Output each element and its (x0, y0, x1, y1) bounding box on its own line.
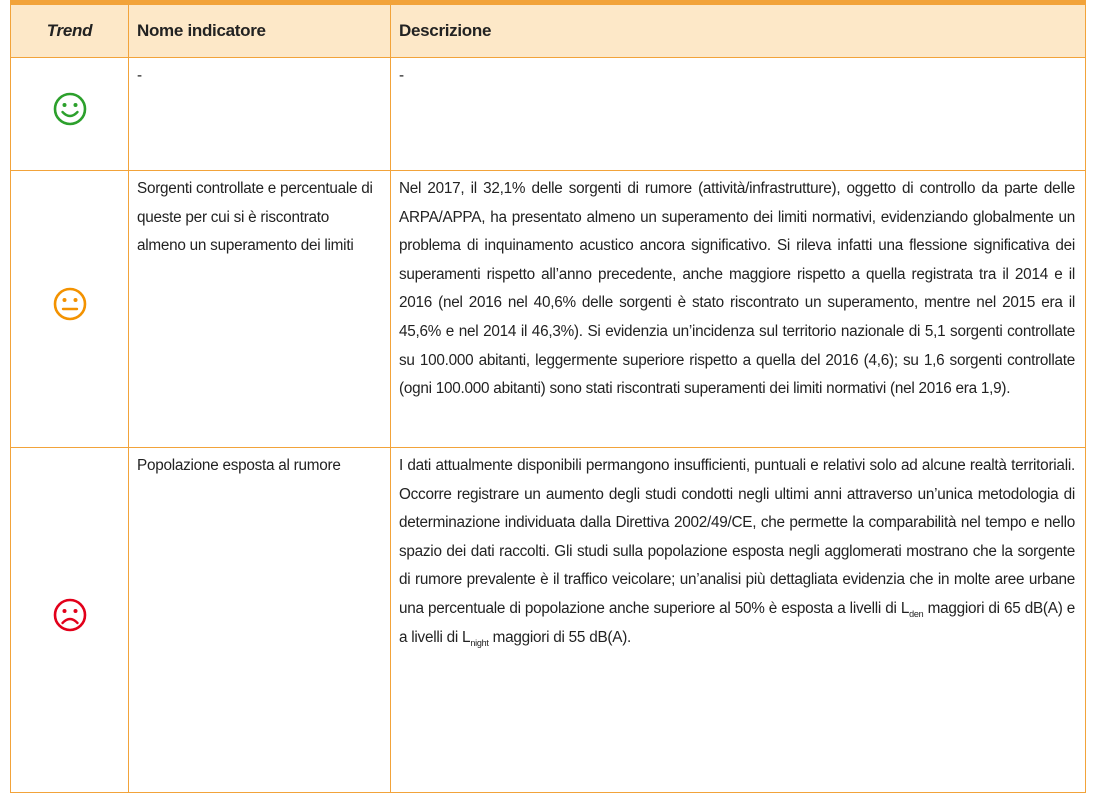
smiley-sad (53, 598, 86, 632)
smiley-happy (53, 92, 86, 126)
name-cell: Sorgenti controllate e percentuale di qu… (128, 170, 391, 448)
header-cell: Nome indicatore (128, 0, 391, 58)
name-cell: Popolazione esposta al rumore (128, 447, 391, 793)
description-text: Nel 2017, il 32,1% delle sorgenti di rum… (399, 180, 1075, 398)
row: Popolazione esposta al rumore I dati att… (10, 447, 1086, 793)
name-cell: - (128, 57, 391, 171)
subscript: den (909, 609, 924, 620)
row: - - (10, 57, 1086, 171)
description-cell: I dati attualmente disponibili permangon… (390, 447, 1086, 793)
header-cell: Descrizione (390, 0, 1086, 58)
description-cell: - (390, 57, 1086, 171)
smiley-neutral (53, 287, 86, 321)
trend-cell (10, 447, 129, 793)
header-row: Trend Nome indicatore Descrizione (10, 0, 1086, 58)
description-text: maggiori di 65 dB(A) e a livelli di L (399, 599, 1075, 646)
subscript: night (470, 637, 489, 648)
trend-cell (10, 170, 129, 448)
description-text: - (399, 67, 404, 84)
description-text: I dati attualmente disponibili permangon… (399, 457, 1075, 617)
header-cell: Trend (10, 0, 129, 58)
trend-cell (10, 57, 129, 171)
row: Sorgenti controllate e percentuale di qu… (10, 170, 1086, 448)
description-cell: Nel 2017, il 32,1% delle sorgenti di rum… (390, 170, 1086, 448)
indicator-table: Trend Nome indicatore Descrizione - - So… (10, 0, 1086, 793)
description-text: maggiori di 55 dB(A). (488, 628, 632, 646)
table-wrap: Trend Nome indicatore Descrizione - - So… (10, 0, 1086, 793)
